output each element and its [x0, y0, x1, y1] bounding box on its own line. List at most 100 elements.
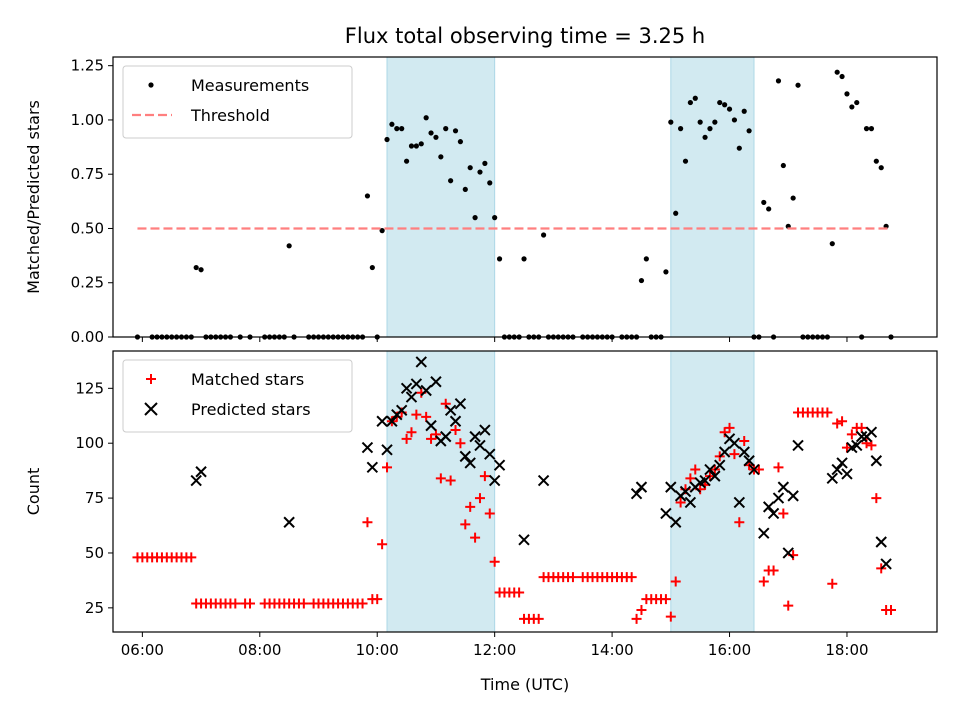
data-point: [839, 73, 845, 80]
data-point: [465, 501, 476, 512]
data-point: [709, 470, 721, 482]
data-point: [489, 556, 500, 567]
data-point: [376, 415, 388, 427]
data-point: [772, 492, 785, 504]
data-point: [734, 517, 745, 528]
data-point: [875, 536, 887, 548]
data-point: [719, 427, 730, 438]
data-point: [841, 468, 853, 480]
data-point: [849, 104, 855, 110]
legend-box: [122, 65, 353, 139]
data-point: [697, 119, 703, 125]
data-point: [792, 439, 804, 452]
data-point: [399, 126, 405, 132]
data-point: [758, 527, 770, 539]
data-point: [421, 411, 432, 422]
data-point: [469, 430, 481, 443]
y-tick-label: 0.00: [71, 328, 104, 346]
data-point: [479, 471, 490, 482]
data-point: [198, 267, 204, 273]
data-point: [415, 356, 427, 368]
data-point: [426, 433, 437, 444]
y-tick-label: 0.25: [71, 274, 104, 292]
data-point: [712, 119, 718, 125]
data-point: [230, 598, 241, 609]
data-point: [702, 134, 708, 140]
data-point: [717, 99, 723, 106]
data-point: [856, 422, 867, 433]
data-point: [430, 429, 441, 440]
data-point: [362, 517, 373, 528]
x-tick-label: 18:00: [825, 641, 868, 659]
data-point: [372, 594, 383, 605]
data-point: [423, 115, 429, 121]
data-point: [643, 256, 649, 262]
data-point: [868, 126, 875, 132]
data-point: [438, 154, 444, 160]
data-point: [851, 439, 863, 452]
data-point: [420, 384, 432, 397]
legend-label: Threshold: [190, 106, 270, 125]
data-point: [832, 418, 843, 429]
data-point: [514, 587, 525, 598]
data-point: [457, 139, 464, 145]
shaded-interval: [386, 350, 496, 633]
data-point: [837, 416, 848, 427]
data-point: [722, 102, 728, 108]
data-point: [682, 158, 689, 164]
data-point: [846, 429, 857, 440]
x-tick-label: 10:00: [356, 641, 399, 659]
x-tick-label: 16:00: [708, 641, 751, 659]
data-point: [403, 158, 410, 164]
data-point: [728, 437, 741, 449]
data-point: [533, 613, 544, 624]
data-point: [428, 130, 434, 136]
data-point: [366, 461, 379, 474]
data-point: [487, 180, 493, 186]
data-point: [854, 99, 860, 106]
data-point: [381, 444, 393, 456]
data-point: [699, 474, 711, 487]
data-point: [739, 436, 750, 447]
data-point: [386, 415, 398, 427]
shaded-interval: [670, 56, 755, 338]
data-point: [665, 611, 676, 622]
data-point: [379, 228, 385, 234]
shaded-interval: [670, 350, 755, 633]
y-tick-label: 125: [75, 379, 104, 397]
data-point: [670, 516, 682, 528]
data-point: [829, 241, 835, 247]
data-point: [678, 126, 684, 132]
data-point: [410, 378, 423, 390]
data-point: [773, 462, 784, 473]
data-point: [733, 496, 746, 509]
x-tick-label: 14:00: [590, 641, 633, 659]
data-point: [401, 433, 412, 444]
data-point: [474, 493, 485, 504]
x-tick-label: 12:00: [473, 641, 516, 659]
bottom-panel: 06:00 08:00 10:00 12:00 14:00 16:00 18:00 25 50 7…: [24, 350, 938, 694]
data-point: [729, 449, 740, 460]
data-point: [841, 442, 852, 453]
data-point: [470, 532, 481, 543]
data-point: [445, 475, 456, 486]
data-point: [668, 119, 674, 125]
y-tick-label: 50: [85, 544, 104, 562]
data-point: [435, 473, 446, 484]
data-point: [690, 464, 701, 475]
data-point: [782, 547, 794, 559]
data-point: [726, 106, 733, 112]
data-point: [474, 439, 486, 452]
legend-box: [122, 359, 353, 433]
data-point: [777, 481, 790, 493]
data-point: [400, 382, 413, 395]
top-panel: 0.00 0.25 0.50 0.75 1.00 1.25 Matched/Predicte…: [24, 56, 938, 346]
legend-swatch: [148, 82, 154, 88]
data-point: [866, 440, 877, 451]
legend-swatch: [144, 402, 158, 416]
data-point: [687, 99, 693, 106]
data-point: [364, 193, 371, 199]
data-point: [753, 464, 764, 475]
data-point: [768, 565, 779, 576]
y-tick-label: 25: [85, 599, 104, 617]
